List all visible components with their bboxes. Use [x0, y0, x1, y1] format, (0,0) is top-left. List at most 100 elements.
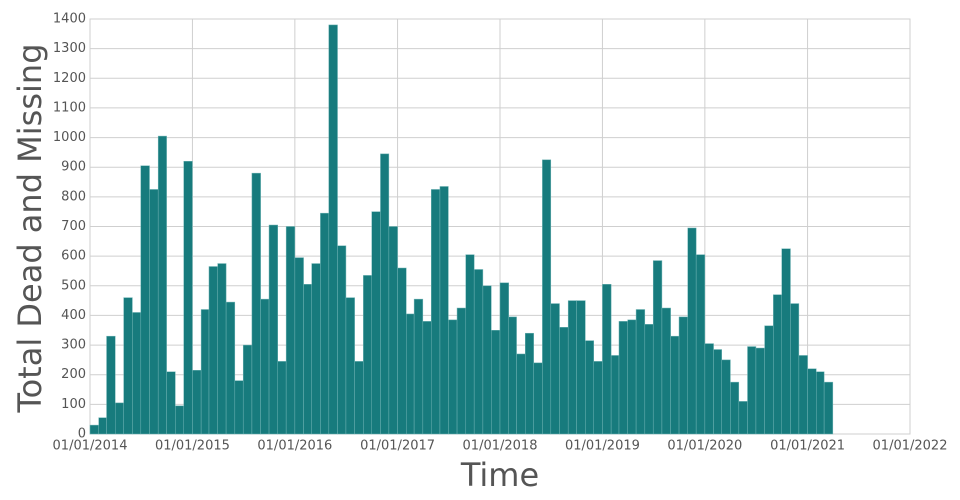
- bar: [627, 319, 637, 435]
- bar: [482, 285, 492, 435]
- y-tick-label: 1400: [53, 12, 86, 27]
- bar: [285, 226, 296, 435]
- x-tick-label: 01/01/2017: [360, 439, 435, 454]
- x-tick-label: 01/01/2015: [155, 439, 230, 454]
- bar: [678, 316, 688, 435]
- y-tick-label: 700: [61, 219, 86, 234]
- bar: [585, 340, 594, 435]
- bar: [115, 402, 124, 435]
- bar: [268, 224, 278, 435]
- bar: [773, 294, 783, 435]
- bar: [132, 312, 142, 435]
- bar: [473, 269, 484, 435]
- bar: [294, 257, 304, 435]
- bar: [730, 381, 740, 435]
- bar: [721, 359, 731, 435]
- bar: [242, 344, 253, 435]
- x-tick-label: 01/01/2020: [667, 439, 742, 454]
- y-tick-label: 0: [78, 427, 86, 442]
- bar: [499, 282, 509, 435]
- bar: [192, 370, 202, 435]
- bar: [397, 267, 407, 435]
- bar: [576, 300, 586, 435]
- bar: [371, 211, 381, 435]
- bar: [695, 254, 706, 435]
- bar: [713, 349, 722, 435]
- bar: [661, 307, 671, 435]
- bar: [422, 321, 432, 435]
- x-tick-label: 01/01/2022: [873, 439, 948, 454]
- bar: [738, 401, 748, 435]
- bar: [277, 361, 287, 435]
- bar: [790, 303, 800, 435]
- bar: [816, 371, 825, 435]
- bar: [217, 263, 227, 435]
- bar: [328, 24, 338, 435]
- bar: [439, 186, 449, 435]
- bar: [430, 189, 441, 435]
- bar: [208, 266, 218, 435]
- bar: [166, 371, 176, 435]
- bar: [602, 284, 612, 435]
- y-tick-label: 300: [61, 338, 86, 353]
- bar: [559, 327, 569, 435]
- y-tick-label: 100: [61, 397, 86, 412]
- bar: [157, 135, 167, 435]
- bar: [593, 361, 603, 435]
- bar: [123, 297, 133, 435]
- y-tick-label: 600: [61, 249, 86, 264]
- x-tick-label: 01/01/2016: [257, 439, 332, 454]
- bar: [140, 165, 150, 435]
- bar: [542, 159, 552, 435]
- x-tick-label: 01/01/2021: [770, 439, 845, 454]
- bar: [89, 424, 99, 435]
- bar: [747, 346, 757, 435]
- bar: [448, 319, 458, 435]
- bar: [687, 227, 697, 435]
- bar: [311, 263, 321, 435]
- y-tick-label: 1300: [53, 41, 86, 56]
- bar: [251, 172, 261, 435]
- y-tick-label: 800: [61, 189, 86, 204]
- y-tick-label: 1100: [53, 100, 86, 115]
- bar: [823, 381, 834, 435]
- bar: [465, 254, 475, 435]
- bar: [456, 307, 467, 435]
- bar: [644, 324, 654, 435]
- bar: [200, 309, 210, 435]
- bar: [525, 332, 534, 435]
- y-tick-label: 1200: [53, 71, 86, 86]
- bar: [354, 361, 364, 435]
- bar: [183, 161, 193, 435]
- bar: [320, 212, 330, 435]
- bar: [106, 335, 116, 435]
- x-tick-label: 01/01/2014: [53, 439, 128, 454]
- bar: [491, 330, 501, 435]
- bar: [635, 309, 646, 435]
- bar: [175, 405, 184, 435]
- bar: [345, 297, 355, 435]
- bar: [618, 321, 628, 435]
- bar: [508, 316, 517, 435]
- bar: [380, 153, 390, 435]
- bar: [149, 189, 159, 435]
- bar: [533, 362, 543, 435]
- bar: [567, 300, 577, 435]
- bar: [234, 380, 244, 435]
- bar: [337, 245, 347, 435]
- bar: [225, 301, 236, 435]
- y-tick-label: 400: [61, 308, 86, 323]
- bar: [781, 248, 791, 435]
- y-tick-label: 200: [61, 367, 86, 382]
- bar: [670, 335, 680, 435]
- bar: [98, 417, 107, 435]
- bar: [363, 275, 373, 435]
- bar: [704, 343, 714, 435]
- bar: [610, 355, 620, 435]
- bar: [516, 353, 526, 435]
- bar: [798, 355, 808, 435]
- bar: [764, 325, 774, 435]
- x-tick-label: 01/01/2019: [565, 439, 640, 454]
- bar: [260, 298, 270, 435]
